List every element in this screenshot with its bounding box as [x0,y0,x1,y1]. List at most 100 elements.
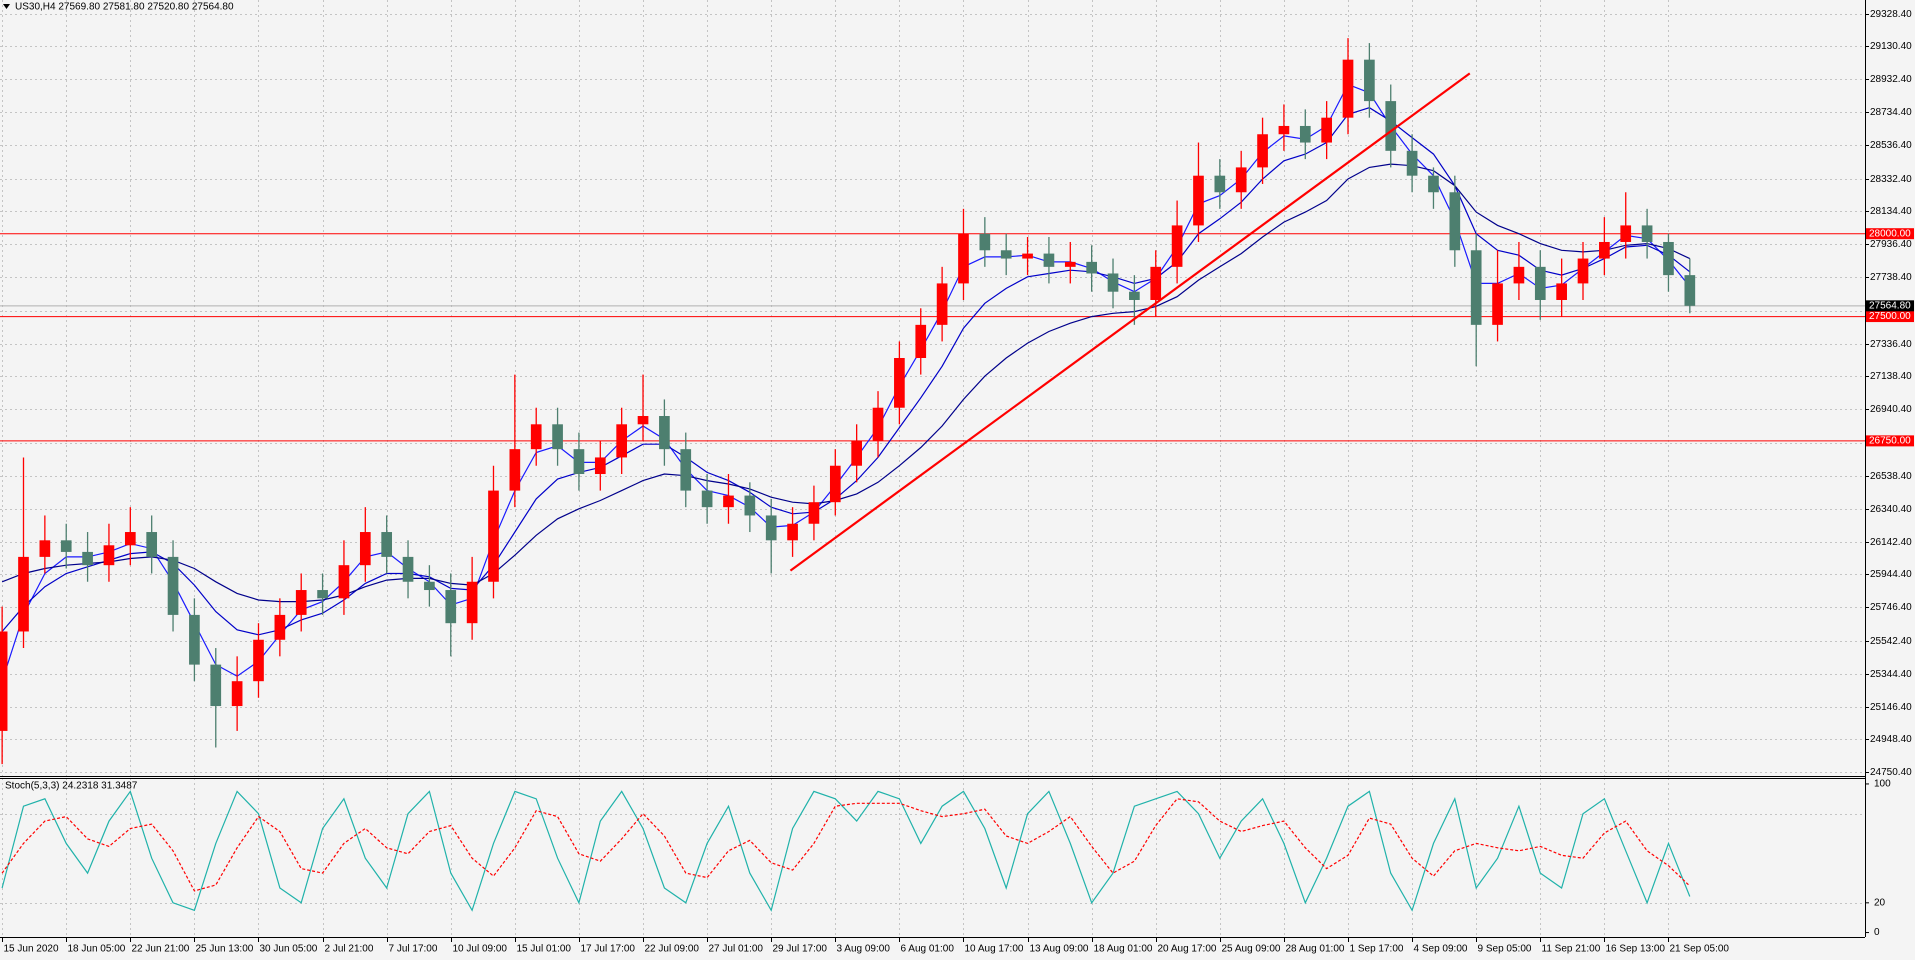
x-tick-label: 16 Sep 13:00 [1606,944,1666,955]
candle-body [1299,125,1311,143]
candle-body [637,416,649,425]
candle-body [616,424,628,458]
candle-body [1513,266,1525,284]
candle-body [765,515,777,541]
x-tick-label: 10 Jul 09:00 [453,944,508,955]
candle-body [872,407,884,441]
candle-body [1000,250,1012,259]
candle-body [573,449,585,475]
candle-body [680,449,692,491]
y-tick-label: 27936.40 [1870,239,1912,250]
current-price-box [1866,300,1914,312]
candle-body [744,495,756,516]
y-tick-label: 26940.40 [1870,404,1912,415]
candle-body [1641,225,1653,242]
y-tick-label: 28536.40 [1870,140,1912,151]
candle-body [1086,261,1097,274]
x-tick-label: 28 Aug 01:00 [1286,944,1345,955]
y-tick-label: 26142.40 [1870,537,1912,548]
indicator-line [1,798,1691,892]
candle-body [936,283,948,325]
candle-body [1022,253,1033,259]
candle-body [1449,192,1461,251]
candle-body [39,540,51,557]
level-price-label: 28000.00 [1869,228,1911,239]
candle-body [0,631,8,731]
candle-body [1043,253,1055,267]
x-tick-label: 11 Sep 21:00 [1542,944,1601,955]
y-tick-label: 27336.40 [1870,339,1912,350]
candle-body [253,639,264,682]
x-tick-label: 3 Aug 09:00 [837,944,891,955]
candle-body [1129,291,1140,300]
candle-body [1064,261,1076,267]
x-tick-label: 17 Jul 17:00 [581,944,636,955]
y-tick-label: 27738.40 [1870,272,1912,283]
current-price-label: 27564.80 [1869,300,1911,311]
candle-body [466,581,478,624]
y-tick-label: 24948.40 [1870,734,1912,745]
x-tick-label: 6 Aug 01:00 [901,944,955,955]
y-tick-label: 25146.40 [1870,702,1912,713]
candle-body [1321,117,1332,143]
candle-body [1235,167,1247,193]
candle-body [381,532,393,557]
level-price-label: 26750.00 [1869,436,1911,447]
candle-body [894,358,905,408]
candle-body [808,502,820,524]
candle-body [60,540,72,552]
x-tick-label: 4 Sep 09:00 [1414,944,1468,955]
candle-body [509,449,521,491]
candle-body [1620,225,1632,242]
candle-body [1107,273,1119,292]
x-tick-label: 13 Aug 09:00 [1030,944,1089,955]
x-tick-label: 22 Jul 09:00 [645,944,700,955]
y-tick-label: 28932.40 [1870,74,1912,85]
x-tick-label: 2 Jul 21:00 [325,944,374,955]
y-tick-label: 26538.40 [1870,471,1912,482]
candle-body [787,523,798,541]
x-tick-label: 22 Jun 21:00 [132,944,190,955]
candle-body [723,495,734,508]
candle-body [659,416,670,450]
x-tick-label: 21 Sep 05:00 [1670,944,1730,955]
candle-body [1150,266,1162,300]
x-tick-label: 7 Jul 17:00 [389,944,438,955]
candle-body [530,424,542,450]
candle-body [1599,241,1610,259]
chart-header: US30,H4 27569.80 27581.80 27520.80 27564… [15,2,234,13]
x-tick-label: 10 Aug 17:00 [965,944,1024,955]
indicator-line [1,790,1691,912]
level-price-box [1866,435,1914,447]
candle-body [424,581,435,591]
x-tick-label: 25 Aug 09:00 [1222,944,1281,955]
candle-body [1385,101,1397,151]
x-tick-label: 29 Jul 17:00 [773,944,828,955]
x-tick-label: 27 Jul 01:00 [709,944,764,955]
symbol-menu-arrow[interactable] [3,4,10,9]
level-price-box [1866,228,1914,240]
trendline [789,72,1471,572]
y-tick-label: 25944.40 [1870,569,1912,580]
y-tick-label: 28134.40 [1870,206,1912,217]
y-tick-label: 26340.40 [1870,504,1912,515]
candle-body [18,556,29,632]
candle-body [1342,59,1354,118]
candle-body [82,551,93,566]
candle-body [1534,266,1546,300]
y-tick-label: 28332.40 [1870,174,1912,185]
candle-body [338,565,350,599]
candle-body [1278,125,1290,135]
candle-body [1470,250,1482,325]
x-tick-label: 9 Sep 05:00 [1478,944,1532,955]
level-price-box [1866,311,1914,323]
candle-body [979,233,991,251]
candle-body [1406,150,1418,176]
candle-body [1193,175,1204,226]
x-tick-label: 18 Aug 01:00 [1094,944,1153,955]
x-tick-label: 15 Jun 2020 [4,944,59,955]
candle-body [210,664,222,707]
x-tick-label: 25 Jun 13:00 [196,944,254,955]
